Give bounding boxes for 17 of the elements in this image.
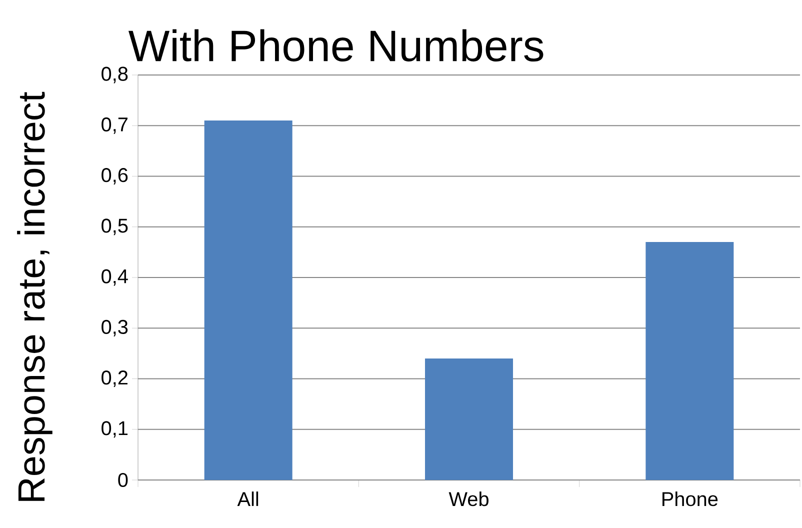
x-tick-label: Phone [662, 492, 718, 506]
bar [204, 120, 292, 480]
bar [646, 242, 734, 480]
y-tick-label: 0,6 [102, 168, 128, 184]
y-tick-label: 0,4 [102, 269, 128, 286]
y-tick-label: 0 [118, 472, 128, 488]
y-tick-label: 0,3 [102, 320, 128, 336]
y-tick-label: 0,8 [102, 66, 128, 84]
bar [425, 358, 514, 480]
chart-title: With Phone Numbers [128, 29, 544, 62]
x-tick-label: Web [448, 492, 488, 506]
y-tick-label: 0,1 [102, 421, 128, 438]
y-axis-title: Response rate, incorrect [17, 92, 52, 501]
x-tick-label: All [237, 492, 258, 506]
y-tick-label: 0,5 [102, 218, 128, 236]
y-tick-label: 0,2 [102, 370, 128, 387]
y-tick-label: 0,7 [102, 117, 128, 134]
